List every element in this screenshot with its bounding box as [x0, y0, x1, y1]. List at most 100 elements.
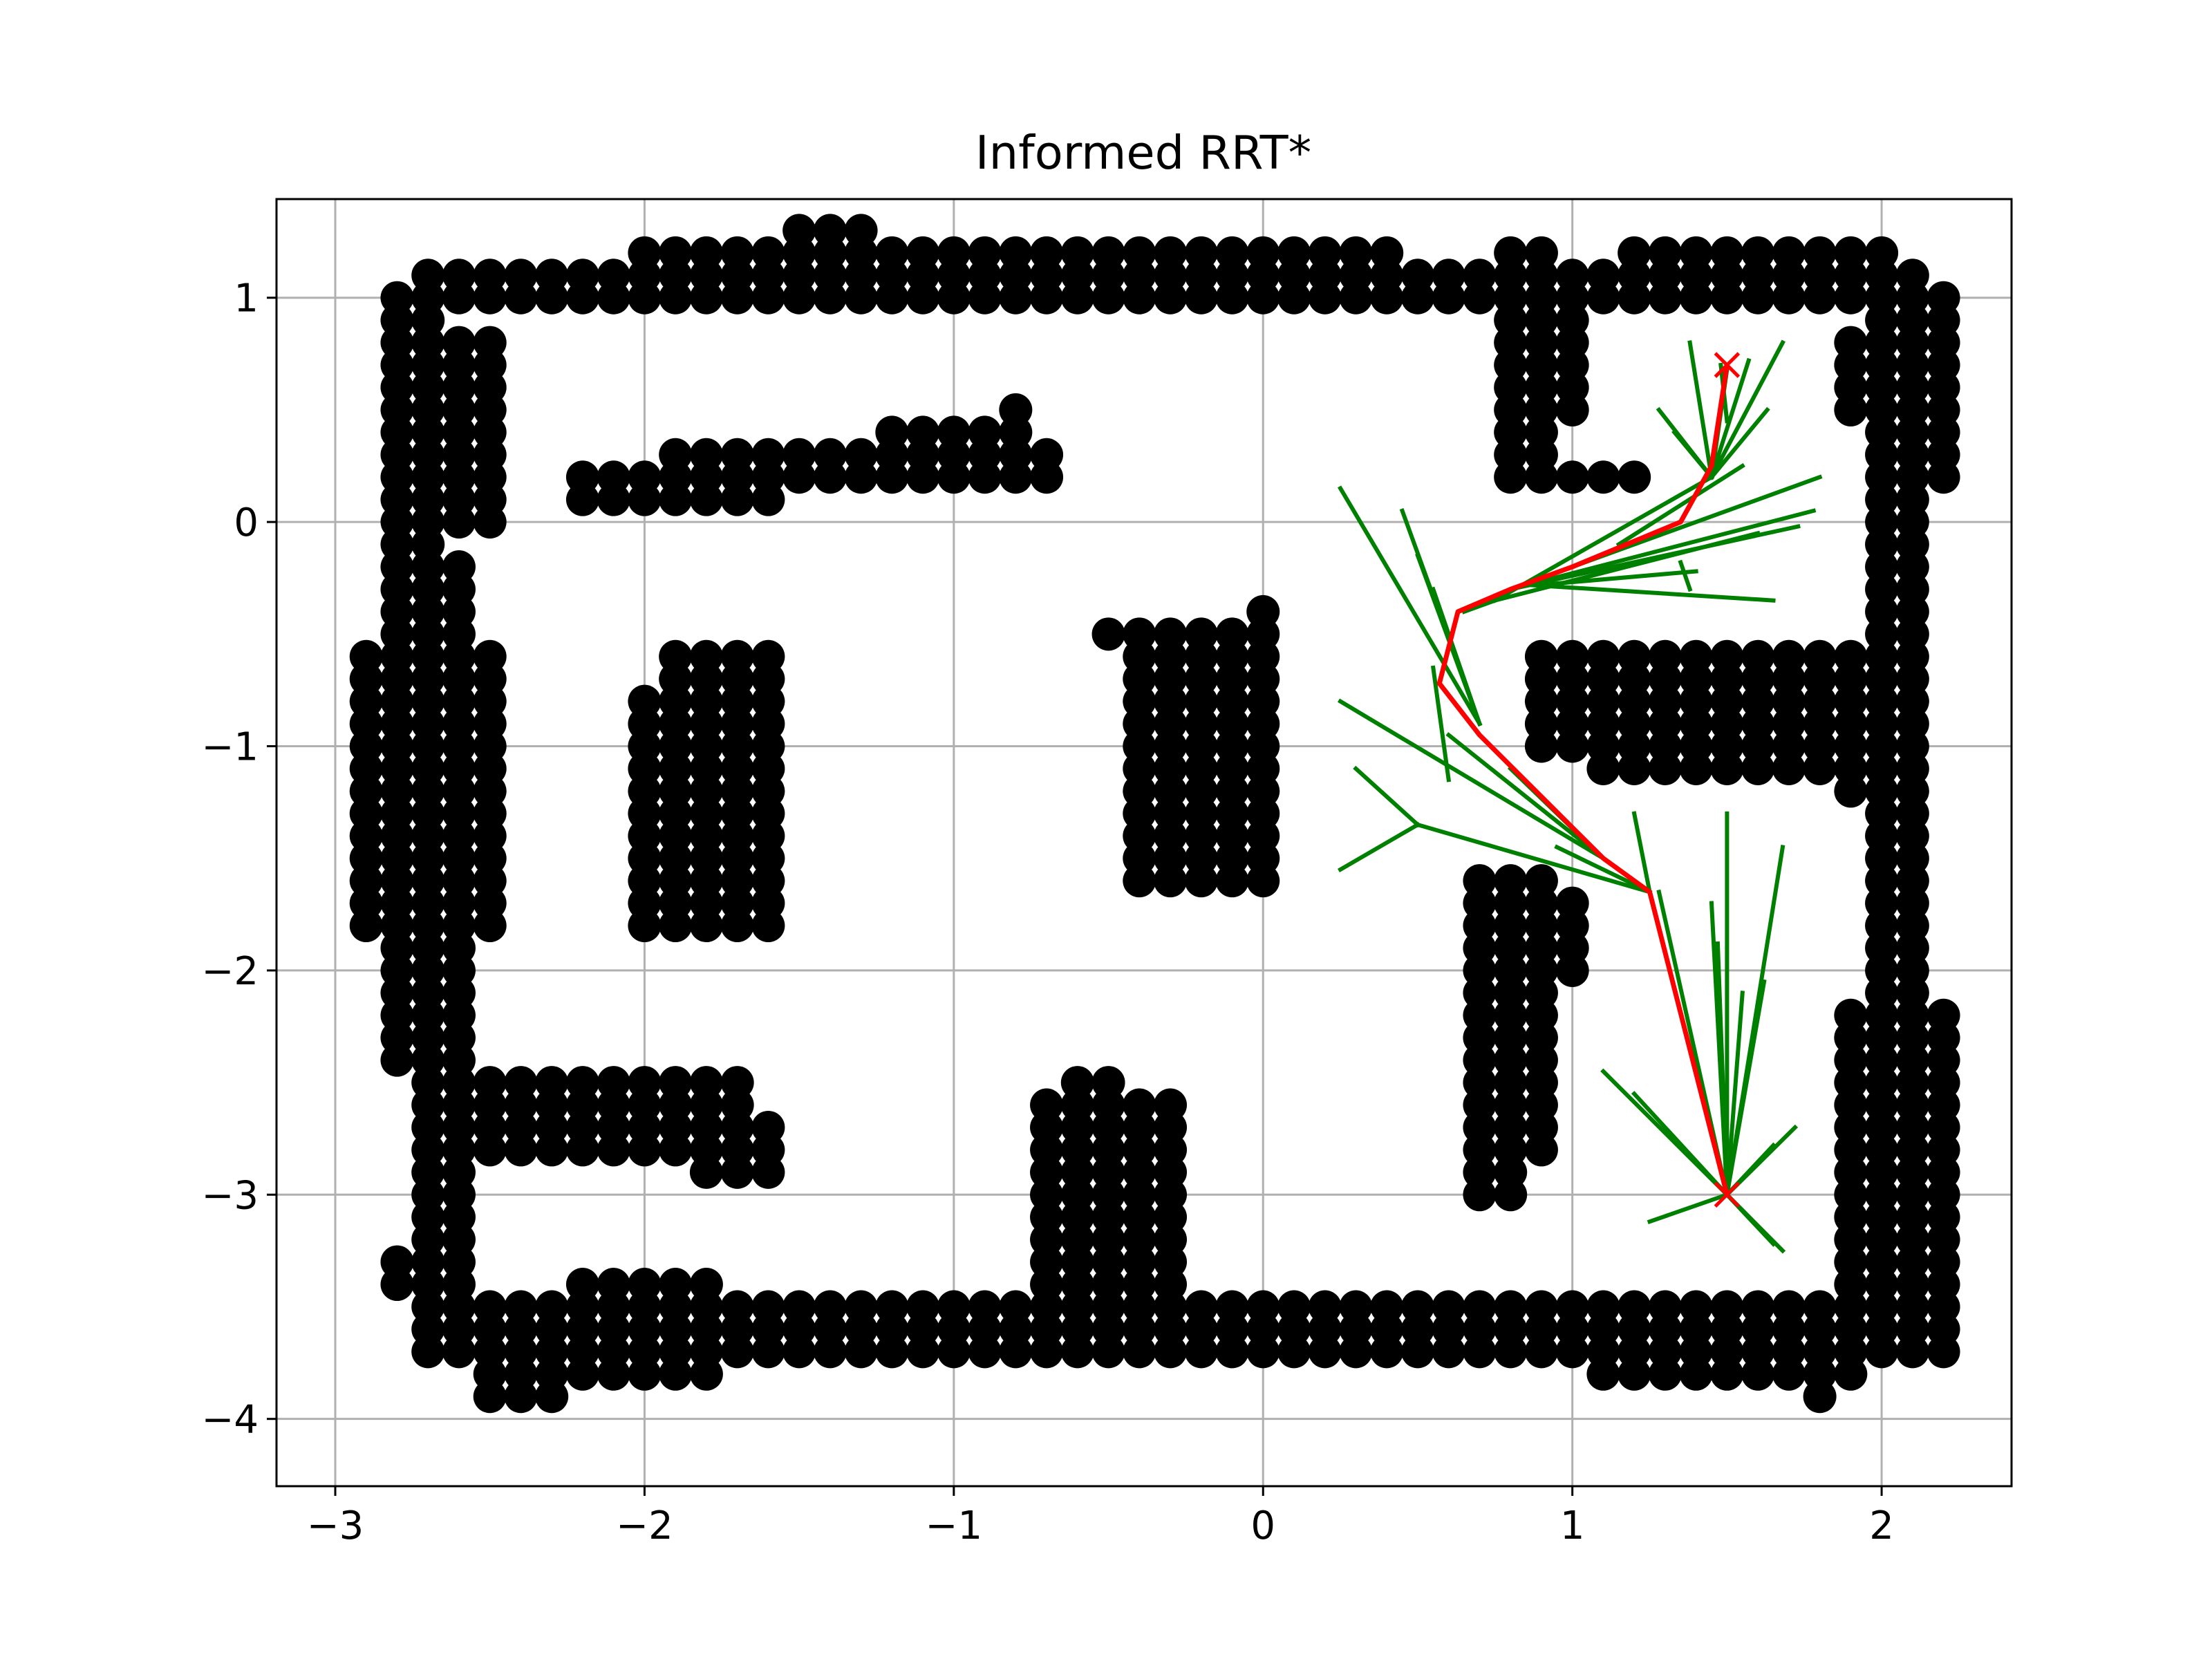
- obstacle-point: [597, 1357, 630, 1391]
- tree-edge: [1415, 822, 1653, 895]
- obstacle-point: [844, 1290, 878, 1324]
- obstacle-point: [597, 460, 630, 494]
- tree-edge: [1445, 732, 1606, 861]
- obstacle-point: [1277, 236, 1311, 270]
- obstacle-point: [1803, 236, 1837, 270]
- obstacle-point: [411, 1066, 445, 1100]
- obstacle-point: [504, 1066, 538, 1100]
- obstacle-point: [565, 1357, 599, 1391]
- obstacle-point: [1494, 236, 1528, 270]
- obstacle-point: [1030, 438, 1064, 471]
- obstacle-point: [1184, 236, 1218, 270]
- obstacle-point: [1494, 1290, 1528, 1324]
- obstacle-point: [937, 236, 971, 270]
- tree-edge: [1647, 1192, 1730, 1225]
- tree-edge: [1631, 811, 1653, 894]
- obstacle-point: [1123, 617, 1156, 651]
- obstacle-point: [1246, 236, 1280, 270]
- obstacle-point: [1648, 1290, 1682, 1324]
- obstacle-point: [751, 1290, 785, 1324]
- obstacle-point: [1741, 236, 1775, 270]
- obstacle-point: [1030, 236, 1064, 270]
- obstacle-point: [1618, 1357, 1651, 1391]
- goal-marker-stroke: [1714, 352, 1741, 378]
- obstacle-point: [1648, 751, 1682, 785]
- obstacle-point: [411, 259, 445, 292]
- obstacle-point: [1184, 617, 1218, 651]
- tree-edge: [1724, 979, 1767, 1197]
- obstacle-point: [1895, 259, 1929, 292]
- obstacle-point: [999, 393, 1033, 427]
- tree-edge: [1337, 698, 1606, 861]
- obstacle-point: [1710, 751, 1744, 785]
- obstacle-point: [1834, 326, 1868, 359]
- obstacle-point: [1432, 1290, 1465, 1324]
- obstacle-point: [535, 259, 569, 292]
- y-tick-label: 0: [234, 500, 259, 545]
- obstacle-point: [1834, 639, 1868, 673]
- obstacle-point: [751, 639, 785, 673]
- obstacle-point: [782, 438, 816, 471]
- obstacle-point: [720, 236, 754, 270]
- obstacle-point: [473, 1066, 507, 1100]
- obstacle-point: [1400, 1290, 1434, 1324]
- obstacle-point: [659, 639, 693, 673]
- obstacle-point: [813, 438, 847, 471]
- obstacle-point: [1834, 236, 1868, 270]
- obstacle-point: [565, 460, 599, 494]
- x-tick-label: −1: [926, 1503, 983, 1548]
- obstacle-point: [1772, 751, 1806, 785]
- obstacle-point: [1618, 236, 1651, 270]
- obstacle-point: [628, 460, 662, 494]
- obstacle-point: [1618, 1290, 1651, 1324]
- obstacle-point: [1679, 751, 1713, 785]
- obstacle-point: [1060, 236, 1094, 270]
- obstacle-point: [1432, 259, 1465, 292]
- y-tick-label: 1: [234, 276, 259, 321]
- obstacle-point: [473, 1290, 507, 1324]
- obstacle-point: [720, 639, 754, 673]
- obstacle-point: [659, 1357, 693, 1391]
- obstacle-point: [844, 214, 878, 247]
- obstacle-point: [782, 1290, 816, 1324]
- obstacle-point: [1741, 1357, 1775, 1391]
- obstacle-point: [380, 1245, 414, 1279]
- x-tick-label: −2: [616, 1503, 673, 1548]
- obstacle-point: [504, 1290, 538, 1324]
- obstacle-point: [999, 1290, 1033, 1324]
- start-marker: [1714, 1181, 1741, 1208]
- obstacle-point: [565, 259, 599, 292]
- obstacle-point: [689, 639, 723, 673]
- obstacle-point: [1463, 1155, 1497, 1189]
- obstacle-point: [659, 438, 693, 471]
- obstacle-point: [1803, 639, 1837, 673]
- obstacle-point: [875, 236, 909, 270]
- obstacle-point: [1555, 639, 1589, 673]
- obstacle-point: [1679, 1357, 1713, 1391]
- obstacle-point: [1494, 864, 1528, 898]
- tree-edge: [1631, 1091, 1730, 1198]
- obstacle-point: [1555, 886, 1589, 920]
- obstacle-point: [1060, 1335, 1094, 1369]
- obstacle-point: [689, 1066, 723, 1100]
- tree-edge: [1656, 406, 1715, 480]
- tree-edge: [1725, 991, 1745, 1197]
- tree-edge: [1687, 340, 1714, 480]
- obstacle-point: [720, 1066, 754, 1100]
- obstacle-point: [1772, 1357, 1806, 1391]
- obstacle-point: [1277, 1290, 1311, 1324]
- obstacle-point: [1339, 1290, 1373, 1324]
- obstacle-point: [1030, 1335, 1064, 1369]
- obstacle-point: [1154, 236, 1188, 270]
- obstacle-point: [1741, 751, 1775, 785]
- endpoint-markers: [1714, 352, 1741, 1208]
- obstacle-point: [1927, 998, 1960, 1032]
- obstacle-point: [1618, 460, 1651, 494]
- x-tick-label: 0: [1250, 1503, 1275, 1548]
- obstacle-point: [782, 214, 816, 247]
- obstacle-point: [1586, 460, 1620, 494]
- obstacle-point: [659, 1066, 693, 1100]
- obstacle-point: [1463, 1290, 1497, 1324]
- plot-frame: [275, 198, 2013, 1488]
- start-marker-stroke: [1714, 1181, 1741, 1208]
